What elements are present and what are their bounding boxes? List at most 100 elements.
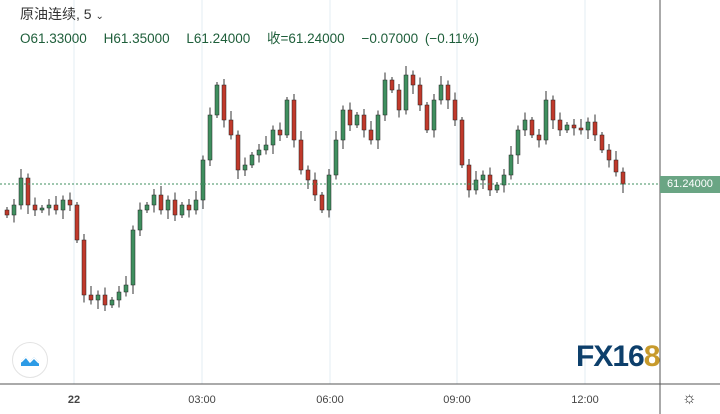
- candle-body: [179, 204, 185, 216]
- candle-body: [480, 174, 486, 181]
- candle-body: [613, 159, 619, 173]
- x-tick-label: 12:00: [571, 394, 599, 406]
- candle-body: [599, 134, 605, 151]
- candle-body: [368, 129, 374, 141]
- candle-body: [529, 119, 535, 136]
- fx168-logo: FX168: [576, 340, 660, 373]
- low-value: L61.24000: [186, 31, 251, 46]
- candle-body: [263, 144, 269, 151]
- candle-body: [102, 294, 108, 306]
- candle-body: [438, 84, 444, 101]
- candle-body: [88, 294, 94, 301]
- candle-body: [123, 284, 129, 293]
- chart-type-button[interactable]: [12, 342, 48, 378]
- candle-body: [550, 99, 556, 121]
- candle-body: [60, 199, 66, 211]
- candle-body: [256, 149, 262, 156]
- candle-body: [382, 79, 388, 116]
- candle-body: [361, 114, 367, 131]
- candle-body: [473, 179, 479, 191]
- candle-body: [585, 121, 591, 131]
- candle-body: [494, 184, 500, 191]
- candle-body: [298, 139, 304, 171]
- candle-body: [228, 119, 234, 136]
- candle-body: [508, 154, 514, 176]
- candle-body: [270, 129, 276, 146]
- candle-body: [375, 114, 381, 141]
- candle-body: [46, 204, 52, 209]
- candle-body: [130, 229, 136, 286]
- high-value: H61.35000: [103, 31, 170, 46]
- candle-body: [193, 199, 199, 211]
- area-chart-icon: [20, 355, 40, 366]
- candle-body: [333, 139, 339, 176]
- candle-body: [11, 204, 17, 216]
- x-tick-label: 03:00: [188, 394, 216, 406]
- candle-body: [53, 204, 59, 211]
- candle-body: [242, 164, 248, 171]
- candle-body: [32, 204, 38, 211]
- chart-legend: 原油连续, 5 ⌄ O61.33000 H61.35000 L61.24000 …: [20, 4, 489, 47]
- candle-body: [277, 129, 283, 136]
- candle-body: [249, 154, 255, 166]
- candle-body: [158, 194, 164, 211]
- candle-body: [515, 129, 521, 156]
- candle-body: [116, 291, 122, 301]
- candle-body: [417, 84, 423, 106]
- candle-body: [172, 199, 178, 216]
- candle-body: [347, 109, 353, 126]
- candle-body: [431, 99, 437, 131]
- candle-body: [396, 89, 402, 111]
- candle-body: [81, 239, 87, 296]
- candle-body: [578, 127, 584, 131]
- candle-body: [137, 209, 143, 231]
- candle-body: [4, 209, 10, 216]
- candle-body: [200, 159, 206, 201]
- candle-body: [620, 171, 626, 185]
- candle-body: [39, 207, 45, 211]
- candle-body: [18, 177, 24, 206]
- candle-body: [235, 134, 241, 171]
- candle-body: [144, 204, 150, 211]
- candle-body: [151, 194, 157, 206]
- candle-body: [95, 294, 101, 301]
- open-value: O61.33000: [20, 31, 87, 46]
- candle-body: [466, 164, 472, 191]
- candle-body: [305, 169, 311, 181]
- candle-body: [543, 99, 549, 141]
- candle-body: [487, 174, 493, 191]
- candle-body: [284, 99, 290, 136]
- x-tick-label: 22: [67, 394, 81, 406]
- last-price-tag: 61.24000: [660, 176, 720, 193]
- candle-body: [536, 134, 542, 141]
- candle-body: [571, 124, 577, 129]
- candle-body: [445, 84, 451, 101]
- symbol-title[interactable]: 原油连续, 5 ⌄: [20, 6, 104, 22]
- candles: [4, 66, 626, 311]
- candle-body: [501, 174, 507, 186]
- candle-body: [410, 74, 416, 86]
- x-tick-label: 09:00: [443, 394, 471, 406]
- candle-body: [109, 299, 115, 306]
- candle-body: [557, 119, 563, 131]
- candle-body: [592, 121, 598, 136]
- x-tick-label: 06:00: [316, 394, 344, 406]
- candle-body: [606, 149, 612, 161]
- settings-icon[interactable]: ☼: [682, 390, 697, 407]
- candle-body: [74, 204, 80, 241]
- candle-body: [291, 99, 297, 141]
- chevron-down-icon[interactable]: ⌄: [95, 11, 104, 22]
- candle-body: [340, 109, 346, 141]
- candle-body: [354, 114, 360, 126]
- candle-body: [221, 84, 227, 121]
- candle-body: [165, 199, 171, 211]
- candle-body: [452, 99, 458, 121]
- candle-body: [522, 119, 528, 131]
- candle-body: [214, 84, 220, 116]
- candle-body: [186, 204, 192, 211]
- candle-body: [312, 179, 318, 196]
- candle-body: [319, 194, 325, 211]
- candle-body: [403, 74, 409, 111]
- candle-body: [326, 174, 332, 211]
